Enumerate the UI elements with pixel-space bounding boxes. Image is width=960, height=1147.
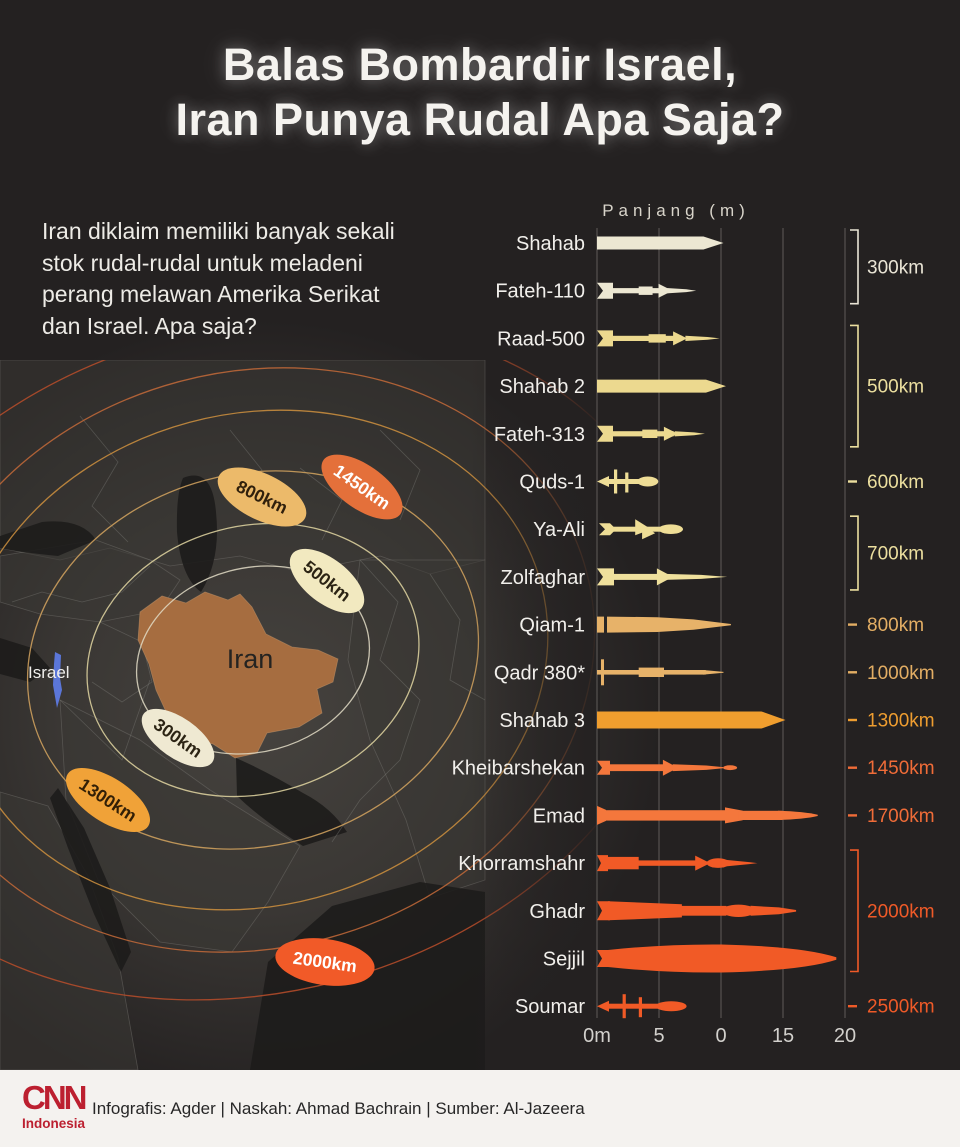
- cnn-logo-text: CNN: [22, 1079, 88, 1116]
- range-ring-300km: [135, 565, 371, 755]
- intro-text: Iran diklaim memiliki banyak sekali stok…: [42, 218, 395, 340]
- missile-label-qadr-380: Qadr 380*: [494, 662, 585, 684]
- missile-silhouette-kheibarshekan: [597, 759, 738, 776]
- missile-label-qiam-1: Qiam-1: [519, 615, 585, 637]
- credits-text: Infografis: Agder | Naskah: Ahmad Bachra…: [92, 1098, 585, 1118]
- missile-silhouette-raad-500: [597, 330, 720, 347]
- missile-label-khorramshahr: Khorramshahr: [458, 853, 585, 875]
- missile-silhouette-ghadr: [597, 901, 797, 921]
- x-axis-tick-label: 0m: [583, 1025, 611, 1047]
- indonesia-logo-text: Indonesia: [22, 1116, 86, 1131]
- missile-label-kheibarshekan: Kheibarshekan: [452, 758, 585, 780]
- range-label: 700km: [867, 544, 924, 565]
- x-axis-tick-label: 0: [715, 1025, 726, 1047]
- missile-label-quds-1: Quds-1: [519, 472, 585, 494]
- missile-silhouette-ya-ali: [599, 519, 683, 540]
- page-title: Balas Bombardir Israel, Iran Punya Rudal…: [0, 38, 960, 148]
- missile-silhouette-soumar: [597, 994, 687, 1019]
- x-axis-tick-label: 20: [834, 1025, 856, 1047]
- missile-label-sejjil: Sejjil: [543, 949, 585, 971]
- missile-label-shahab: Shahab: [516, 233, 585, 255]
- missile-label-ghadr: Ghadr: [529, 901, 585, 923]
- range-label: 500km: [867, 377, 924, 398]
- range-ring-500km: [86, 522, 420, 798]
- range-badge-2000km: 2000km: [275, 938, 375, 986]
- missile-label-soumar: Soumar: [515, 996, 585, 1018]
- missile-label-shahab-2: Shahab 2: [499, 376, 585, 398]
- range-bracket: [850, 515, 859, 591]
- range-label: 1000km: [867, 663, 935, 684]
- range-label: 600km: [867, 472, 924, 493]
- missile-label-zolfaghar: Zolfaghar: [501, 567, 586, 589]
- missile-silhouette-fateh-313: [597, 425, 705, 442]
- range-bracket: [850, 229, 859, 305]
- cnn-indonesia-logo: CNN Indonesia: [22, 1079, 88, 1131]
- missile-silhouette-fateh-110: [597, 282, 697, 299]
- range-label: 1700km: [867, 806, 935, 827]
- range-bracket: [850, 849, 859, 973]
- chart-title: Panjang (m): [602, 201, 750, 220]
- range-label: 300km: [867, 257, 924, 278]
- map-right-fade: [470, 360, 600, 1070]
- missile-silhouette-quds-1: [597, 469, 659, 494]
- missile-silhouette-shahab: [597, 236, 724, 250]
- range-label: 800km: [867, 615, 924, 636]
- missile-silhouette-zolfaghar: [597, 568, 728, 586]
- footer: CNN Indonesia Infografis: Agder | Naskah…: [0, 1070, 960, 1147]
- page-title-line2: Iran Punya Rudal Apa Saja?: [175, 93, 785, 145]
- missile-silhouette-qadr-380: [597, 659, 724, 686]
- missile-label-fateh-110: Fateh-110: [495, 281, 585, 303]
- country-borders: [11, 415, 486, 843]
- range-label: 2500km: [867, 997, 935, 1018]
- missile-label-fateh-313: Fateh-313: [494, 424, 585, 446]
- missile-label-ya-ali: Ya-Ali: [533, 519, 585, 541]
- israel-country-shape: [53, 652, 62, 708]
- missile-silhouette-qiam-1: [597, 616, 731, 633]
- missile-silhouette-emad: [597, 805, 818, 825]
- range-label: 1450km: [867, 758, 935, 779]
- range-bracket: [850, 324, 859, 448]
- x-axis-tick-label: 15: [772, 1025, 794, 1047]
- range-badge-800km: 800km: [217, 467, 307, 527]
- missile-silhouette-shahab-2: [597, 379, 726, 393]
- missile-length-chart: Panjang (m) 0m 5 0 15 20 Shahab Fateh-110 Raad-5…: [452, 201, 935, 1047]
- iran-label: Iran: [227, 644, 274, 674]
- missile-label-raad-500: Raad-500: [497, 328, 585, 350]
- israel-label: Israel: [28, 663, 70, 682]
- range-label: 1300km: [867, 711, 935, 732]
- missile-label-emad: Emad: [533, 805, 585, 827]
- missile-silhouette-khorramshahr: [597, 855, 758, 872]
- range-label: 2000km: [867, 901, 935, 922]
- missile-silhouette-sejjil: [597, 944, 837, 973]
- missile-label-shahab-3: Shahab 3: [499, 710, 585, 732]
- page-title-line1: Balas Bombardir Israel,: [222, 39, 738, 90]
- missile-silhouette-shahab-3: [597, 711, 786, 729]
- x-axis-tick-label: 5: [653, 1025, 664, 1047]
